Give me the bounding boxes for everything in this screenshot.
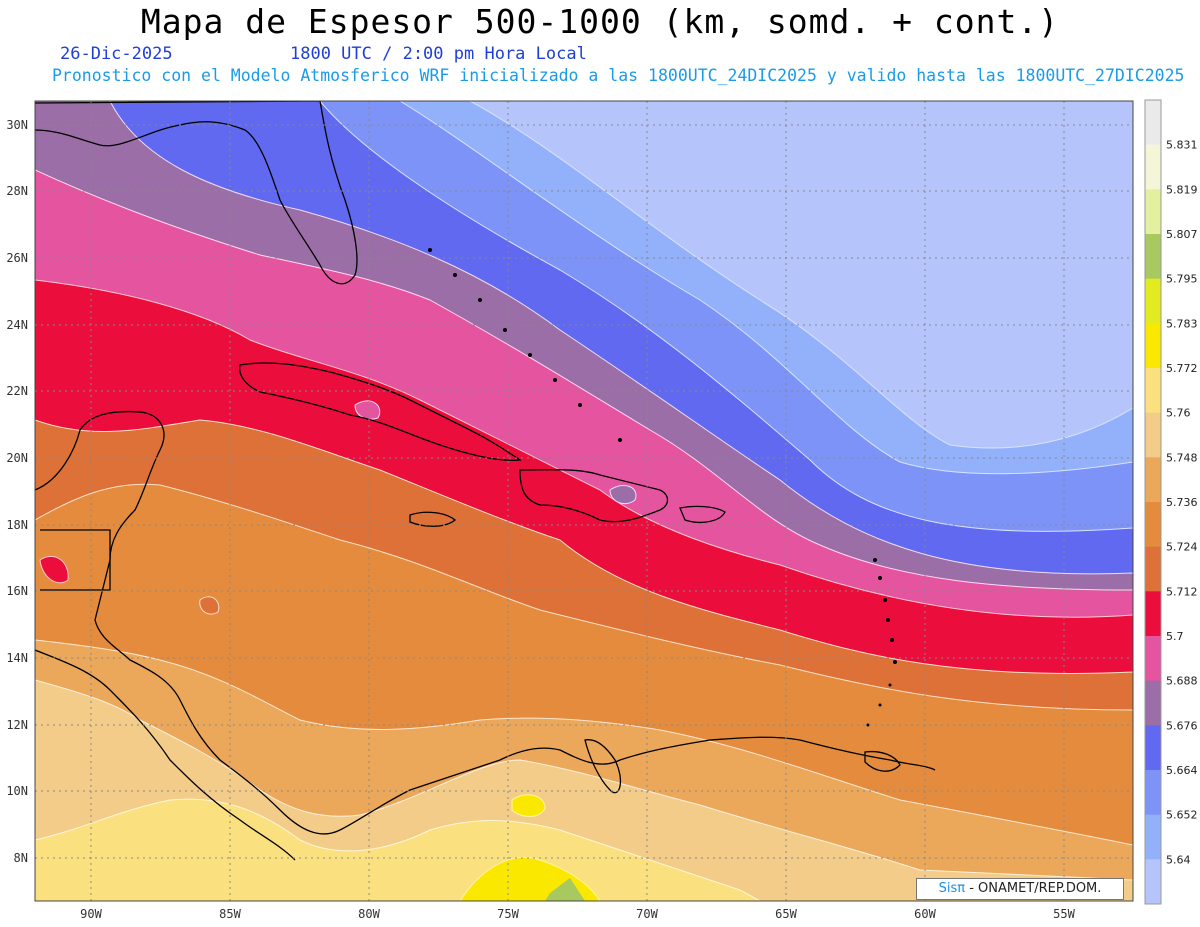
colorbar-label: 5.807	[1166, 228, 1198, 241]
colorbar-label: 5.724	[1166, 541, 1198, 554]
colorbar-label: 5.736	[1166, 496, 1198, 509]
forecast-date: 26-Dic-2025	[60, 44, 173, 64]
colorbar-label: 5.676	[1166, 719, 1198, 732]
lat-label: 8N	[14, 851, 28, 865]
lon-label: 60W	[914, 907, 936, 921]
colorbar-swatch	[1145, 770, 1161, 816]
map-title: Mapa de Espesor 500-1000 (km, somd. + co…	[140, 2, 1060, 41]
graticule	[35, 101, 1133, 901]
lat-label: 24N	[6, 318, 28, 332]
colorbar-label: 5.795	[1166, 273, 1198, 286]
lat-label: 12N	[6, 718, 28, 732]
lat-label: 18N	[6, 518, 28, 532]
colorbar-swatch	[1145, 189, 1161, 235]
colorbar-swatch	[1145, 591, 1161, 637]
lon-label: 90W	[80, 907, 102, 921]
colorbar-label: 5.772	[1166, 362, 1198, 375]
colorbar-label: 5.712	[1166, 585, 1198, 598]
colorbar-swatch	[1145, 725, 1161, 771]
forecast-time: 1800 UTC / 2:00 pm Hora Local	[290, 44, 587, 64]
colorbar-label: 5.652	[1166, 809, 1198, 822]
islands	[428, 248, 897, 727]
lat-label: 16N	[6, 584, 28, 598]
colorbar-label: 5.7	[1166, 630, 1184, 643]
colorbar: 5.831 5.819 5.807 5.795 5.783 5.772 5.76 5.748 5…	[1144, 99, 1198, 905]
lon-label: 55W	[1053, 907, 1075, 921]
lat-label: 20N	[6, 451, 28, 465]
lon-label: 80W	[358, 907, 380, 921]
colorbar-swatch	[1145, 859, 1161, 905]
colorbar-swatch	[1145, 323, 1161, 369]
lat-label: 26N	[6, 251, 28, 265]
brand-logo-text: Sisπ	[938, 881, 966, 896]
lat-label: 10N	[6, 784, 28, 798]
colorbar-swatch	[1145, 814, 1161, 860]
credit-box: Sisπ - ONAMET/REP.DOM.	[916, 878, 1124, 900]
colorbar-label: 5.76	[1166, 407, 1191, 420]
lat-label: 14N	[6, 651, 28, 665]
lat-axis: 30N 28N 26N 24N 22N 20N 18N 16N 14N 12N …	[6, 118, 28, 865]
lat-label: 22N	[6, 384, 28, 398]
colorbar-frame	[1144, 99, 1162, 905]
colorbar-label: 5.664	[1166, 764, 1198, 777]
lon-label: 65W	[775, 907, 797, 921]
lon-label: 70W	[636, 907, 658, 921]
colorbar-swatch	[1145, 100, 1161, 146]
map-frame	[34, 100, 1134, 902]
colorbar-label: 5.64	[1166, 853, 1191, 866]
coastlines	[35, 101, 936, 861]
colorbar-swatch	[1145, 546, 1161, 592]
colorbar-swatch	[1145, 368, 1161, 414]
lat-label: 28N	[6, 184, 28, 198]
colorbar-swatch	[1145, 278, 1161, 324]
colorbar-swatch	[1145, 680, 1161, 726]
colorbar-label: 5.831	[1166, 139, 1198, 152]
colorbar-label: 5.783	[1166, 317, 1198, 330]
lon-axis: 90W 85W 80W 75W 70W 65W 60W 55W	[80, 907, 1075, 921]
lon-label: 85W	[219, 907, 241, 921]
colorbar-swatch	[1145, 457, 1161, 503]
colorbar-swatch	[1145, 636, 1161, 682]
lon-label: 75W	[497, 907, 519, 921]
colorbar-label: 5.688	[1166, 675, 1198, 688]
colorbar-swatch	[1145, 144, 1161, 190]
thickness-bands	[35, 101, 1133, 901]
colorbar-label: 5.748	[1166, 451, 1198, 464]
credit-text: - ONAMET/REP.DOM.	[965, 881, 1102, 896]
colorbar-swatch	[1145, 502, 1161, 548]
lat-label: 30N	[6, 118, 28, 132]
colorbar-swatch	[1145, 412, 1161, 458]
colorbar-label: 5.819	[1166, 183, 1198, 196]
forecast-description: Pronostico con el Modelo Atmosferico WRF…	[52, 66, 1185, 85]
colorbar-swatch	[1145, 234, 1161, 280]
